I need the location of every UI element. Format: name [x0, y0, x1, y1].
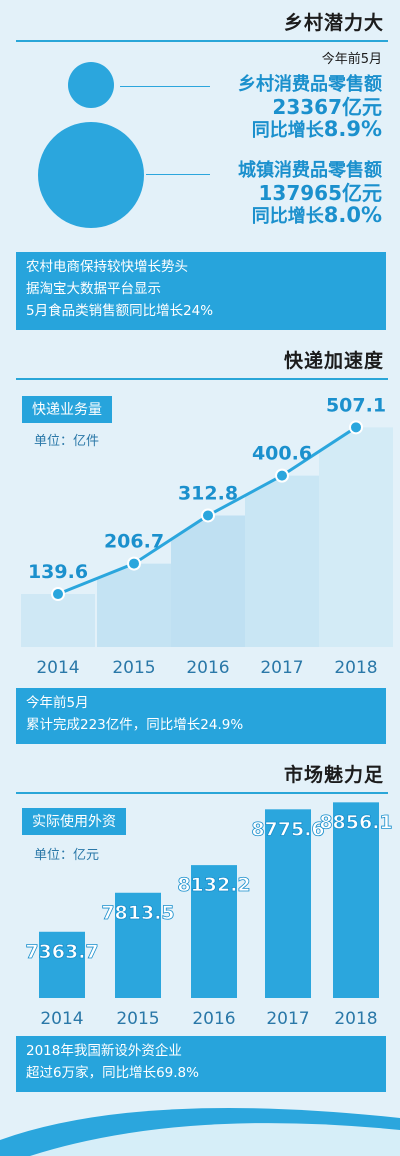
line-area-band	[171, 515, 245, 647]
section3-title: 市场魅力足	[283, 764, 384, 786]
x-tick-label: 2018	[334, 1009, 377, 1029]
line-data-label: 400.6	[252, 443, 312, 465]
urban-growth: 同比增长8.0%	[238, 204, 382, 228]
line-point	[349, 420, 363, 435]
x-tick-label: 2016	[186, 658, 229, 678]
line-data-label: 507.1	[326, 394, 386, 416]
bar-data-label: 7813.5	[101, 902, 174, 924]
ecommerce-note: 农村电商保持较快增长势头 据淘宝大数据平台显示 5月食品类销售额同比增长24%	[16, 252, 386, 330]
urban-value: 137965亿元	[258, 181, 383, 205]
section2-rule	[16, 378, 388, 380]
x-tick-label: 2014	[36, 658, 79, 678]
urban-stat: 城镇消费品零售额 137965亿元 同比增长8.0%	[238, 160, 382, 228]
express-note: 今年前5月 累计完成223亿件，同比增长24.9%	[16, 688, 386, 744]
rural-connector	[120, 86, 210, 87]
bar-data-label: 8856.1	[319, 811, 392, 833]
note-line: 今年前5月	[26, 695, 89, 711]
bar-data-label: 7363.7	[25, 941, 98, 963]
note-line: 据淘宝大数据平台显示	[26, 281, 161, 297]
bar	[115, 892, 161, 998]
note-line: 5月食品类销售额同比增长24%	[26, 303, 214, 319]
x-tick-label: 2018	[334, 658, 377, 678]
period-label: 今年前5月	[321, 52, 382, 67]
x-tick-label: 2017	[266, 1009, 309, 1029]
urban-connector	[146, 174, 210, 175]
line-data-label: 312.8	[178, 482, 238, 504]
express-unit: 单位：亿件	[34, 434, 100, 449]
rural-growth-prefix: 同比增长	[251, 120, 324, 141]
line-point	[275, 468, 289, 483]
rural-stat: 乡村消费品零售额 23367亿元 同比增长8.9%	[238, 74, 382, 142]
fdi-bar-chart: 7363.7 2014 7813.5 2015 8132.2 2016 8775.6 2017…	[25, 802, 393, 1029]
line-point	[201, 508, 215, 523]
bar	[39, 931, 85, 998]
rural-circle	[68, 62, 114, 108]
note-line: 农村电商保持较快增长势头	[26, 259, 188, 275]
urban-circle	[38, 122, 144, 228]
urban-label: 城镇消费品零售额	[238, 160, 382, 181]
express-line-chart: 139.6 2014 206.7 2015 312.8 2016 400.6 2017 507.…	[21, 394, 393, 678]
express-chart-tag: 快递业务量	[22, 396, 112, 423]
rural-label: 乡村消费品零售额	[238, 74, 382, 95]
line-point	[51, 587, 65, 602]
line-point	[127, 556, 141, 571]
note-line: 累计完成223亿件，同比增长24.9%	[26, 717, 244, 733]
x-tick-label: 2015	[116, 1009, 159, 1029]
x-tick-label: 2014	[40, 1009, 83, 1029]
section2-title: 快递加速度	[283, 350, 384, 372]
decorative-arc	[0, 1107, 400, 1156]
line-area-band	[245, 475, 319, 647]
x-tick-label: 2015	[112, 658, 155, 678]
section1-title: 乡村潜力大	[283, 12, 384, 34]
line-data-label: 206.7	[104, 531, 164, 553]
rural-growth-value: 8.9%	[323, 117, 382, 141]
rural-growth: 同比增长8.9%	[238, 118, 382, 142]
note-line: 超过6万家，同比增长69.8%	[26, 1065, 199, 1081]
line-area-band	[21, 594, 95, 647]
fdi-unit: 单位：亿元	[34, 848, 100, 863]
bar	[333, 802, 379, 998]
bar-data-label: 8775.6	[251, 818, 324, 840]
fdi-chart-tag: 实际使用外资	[22, 808, 126, 835]
line-area-band	[319, 427, 393, 647]
rural-value: 23367亿元	[272, 95, 382, 119]
urban-growth-value: 8.0%	[323, 203, 382, 227]
line-data-label: 139.6	[28, 561, 88, 583]
section3-rule	[16, 792, 388, 794]
line-area-band	[97, 563, 171, 647]
section1-rule	[16, 40, 388, 42]
bar	[265, 809, 311, 998]
bar	[191, 865, 237, 998]
fdi-note: 2018年我国新设外资企业 超过6万家，同比增长69.8%	[16, 1036, 386, 1092]
note-line: 2018年我国新设外资企业	[26, 1043, 182, 1059]
urban-growth-prefix: 同比增长	[251, 206, 324, 227]
x-tick-label: 2017	[260, 658, 303, 678]
x-tick-label: 2016	[192, 1009, 235, 1029]
bar-data-label: 8132.2	[177, 874, 250, 896]
